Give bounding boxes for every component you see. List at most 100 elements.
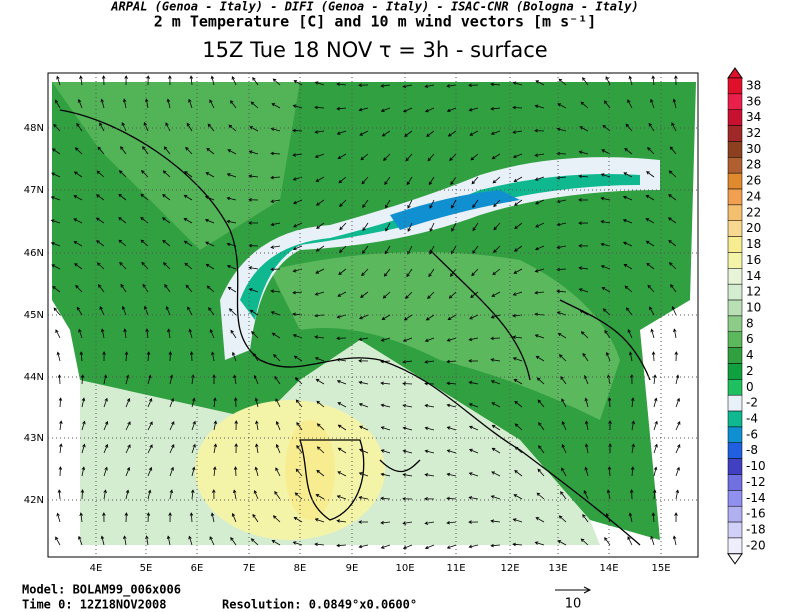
wind-arrow [337, 471, 347, 477]
wind-arrow [580, 538, 589, 546]
wind-arrow [451, 222, 457, 232]
wind-arrow [248, 266, 259, 270]
wind-arrow [491, 402, 501, 408]
colorbar-label: -14 [746, 491, 766, 505]
wind-arrow [270, 311, 281, 316]
wind-arrow [76, 306, 83, 316]
colorbar-label: 26 [746, 174, 761, 188]
colorbar-label: 12 [746, 285, 761, 299]
wind-arrow [560, 491, 567, 500]
wind-arrow [490, 380, 501, 385]
wind-arrow [270, 151, 281, 156]
arrow-scale-label: 10 [565, 597, 582, 612]
wind-arrow [385, 199, 391, 209]
footer-time: Time 0: 12Z18NOV2008 [22, 598, 167, 612]
wind-arrow [627, 536, 633, 546]
wind-arrow [205, 172, 215, 178]
wind-arrow [631, 420, 635, 431]
wind-vectors [50, 75, 681, 550]
wind-arrow [490, 314, 501, 319]
wind-arrow [121, 305, 127, 316]
lat-label: 47N [24, 185, 44, 196]
wind-arrow [424, 360, 435, 364]
wind-arrow [603, 100, 611, 109]
colorbar-band [727, 252, 743, 269]
wind-arrow [189, 75, 194, 86]
wind-arrow [95, 217, 105, 224]
wind-arrow [141, 261, 149, 270]
wind-arrow [79, 351, 84, 362]
wind-arrow [316, 469, 325, 477]
wind-arrow [645, 218, 655, 224]
title: 15Z Tue 18 NOV τ = 3h - surface [202, 38, 547, 62]
wind-arrow [191, 397, 196, 408]
wind-arrow [59, 443, 63, 454]
wind-arrow [226, 173, 237, 178]
wind-arrow [50, 241, 61, 247]
wind-arrow [468, 448, 479, 454]
wind-arrow [208, 307, 215, 316]
wind-arrow [314, 153, 325, 158]
colorbar-band [727, 109, 743, 126]
wind-arrow [206, 147, 215, 155]
wind-arrow [162, 194, 171, 201]
wind-arrow [292, 334, 303, 339]
wind-arrow [380, 544, 391, 549]
wind-arrow [270, 127, 281, 132]
wind-arrow [80, 374, 85, 385]
wind-arrow [650, 98, 655, 109]
wind-arrow [470, 153, 479, 161]
wind-arrow [142, 283, 149, 293]
wind-arrow [406, 176, 413, 186]
wind-arrow [231, 76, 237, 86]
wind-arrow [580, 331, 589, 339]
wind-arrow [254, 397, 259, 408]
wind-arrow [162, 262, 171, 270]
wind-arrow [630, 466, 635, 477]
wind-arrow [248, 174, 259, 178]
wind-arrow [146, 75, 150, 86]
wind-arrow [380, 84, 391, 88]
colorbar-band [727, 347, 743, 364]
wind-arrow [275, 420, 281, 431]
wind-arrow [56, 351, 61, 362]
wind-arrow [403, 314, 413, 321]
wind-arrow [358, 472, 369, 477]
wind-arrow [252, 352, 259, 362]
wind-arrow [512, 81, 523, 86]
wind-arrow [191, 443, 196, 454]
wind-arrow [468, 403, 479, 408]
wind-arrow [380, 403, 391, 408]
header-field: 2 m Temperature [C] and 10 m wind vector… [154, 13, 597, 31]
colorbar-bottom-triangle [727, 553, 743, 565]
wind-arrow [292, 268, 303, 273]
wind-arrow [675, 421, 681, 431]
wind-arrow [316, 423, 325, 431]
wind-arrow [512, 518, 523, 523]
wind-arrow [76, 122, 83, 132]
colorbar-band [727, 379, 743, 396]
wind-arrow [671, 122, 677, 132]
wind-arrow [77, 98, 83, 109]
wind-arrow [168, 75, 172, 86]
wind-arrow [251, 331, 259, 339]
lon-label: 9E [346, 563, 359, 574]
wind-arrow [270, 199, 281, 203]
wind-arrow [536, 377, 545, 385]
wind-arrow [209, 99, 215, 109]
wind-arrow [185, 284, 193, 293]
field-warmer [285, 420, 335, 520]
wind-arrow [469, 314, 479, 320]
wind-arrow [123, 535, 127, 546]
wind-arrow [651, 351, 656, 362]
wind-arrow [650, 535, 655, 546]
wind-arrow [622, 195, 633, 201]
wind-arrow [604, 537, 611, 546]
colorbar-label: 2 [746, 364, 754, 378]
wind-arrow [169, 489, 174, 500]
wind-arrow [424, 497, 435, 501]
wind-arrow [490, 107, 501, 111]
wind-arrow [668, 262, 677, 270]
wind-arrow [124, 512, 129, 523]
wind-arrow [667, 217, 677, 224]
